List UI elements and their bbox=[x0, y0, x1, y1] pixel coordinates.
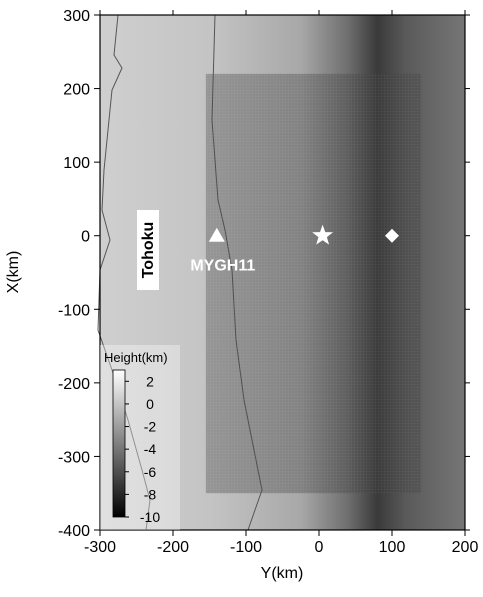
x-tick-label: -100 bbox=[230, 539, 262, 556]
y-tick-label: -400 bbox=[58, 523, 90, 540]
colorbar-tick-label: 2 bbox=[146, 373, 154, 389]
y-tick-label: -300 bbox=[58, 449, 90, 466]
station-label: MYGH11 bbox=[190, 258, 255, 275]
y-tick-label: 100 bbox=[63, 155, 90, 172]
colorbar-tick-label: 0 bbox=[146, 396, 154, 412]
x-axis-label: Y(km) bbox=[261, 565, 304, 582]
y-tick-label: 200 bbox=[63, 82, 90, 99]
colorbar-tick-label: -8 bbox=[144, 486, 157, 502]
x-tick-label: 0 bbox=[315, 539, 324, 556]
annotation: Tohoku bbox=[140, 222, 157, 279]
y-tick-label: 300 bbox=[63, 8, 90, 25]
x-tick-label: 200 bbox=[452, 539, 479, 556]
y-tick-label: -100 bbox=[58, 302, 90, 319]
y-tick-label: 0 bbox=[81, 229, 90, 246]
x-tick-label: -200 bbox=[157, 539, 189, 556]
model-region bbox=[206, 74, 421, 493]
x-tick-label: 100 bbox=[379, 539, 406, 556]
colorbar-tick-label: -2 bbox=[144, 419, 157, 435]
y-axis-label: X(km) bbox=[5, 251, 22, 294]
colorbar-background bbox=[100, 345, 180, 530]
colorbar-tick-label: -6 bbox=[144, 464, 157, 480]
chart: Tohoku Y(km) X(km) -300-200-1000100200-4… bbox=[0, 0, 483, 592]
colorbar-tick-label: -10 bbox=[140, 509, 160, 525]
x-tick-label: -300 bbox=[84, 539, 116, 556]
colorbar-title: Height(km) bbox=[104, 350, 168, 365]
y-tick-label: -200 bbox=[58, 376, 90, 393]
colorbar-tick-label: -4 bbox=[144, 441, 157, 457]
colorbar bbox=[113, 370, 125, 517]
